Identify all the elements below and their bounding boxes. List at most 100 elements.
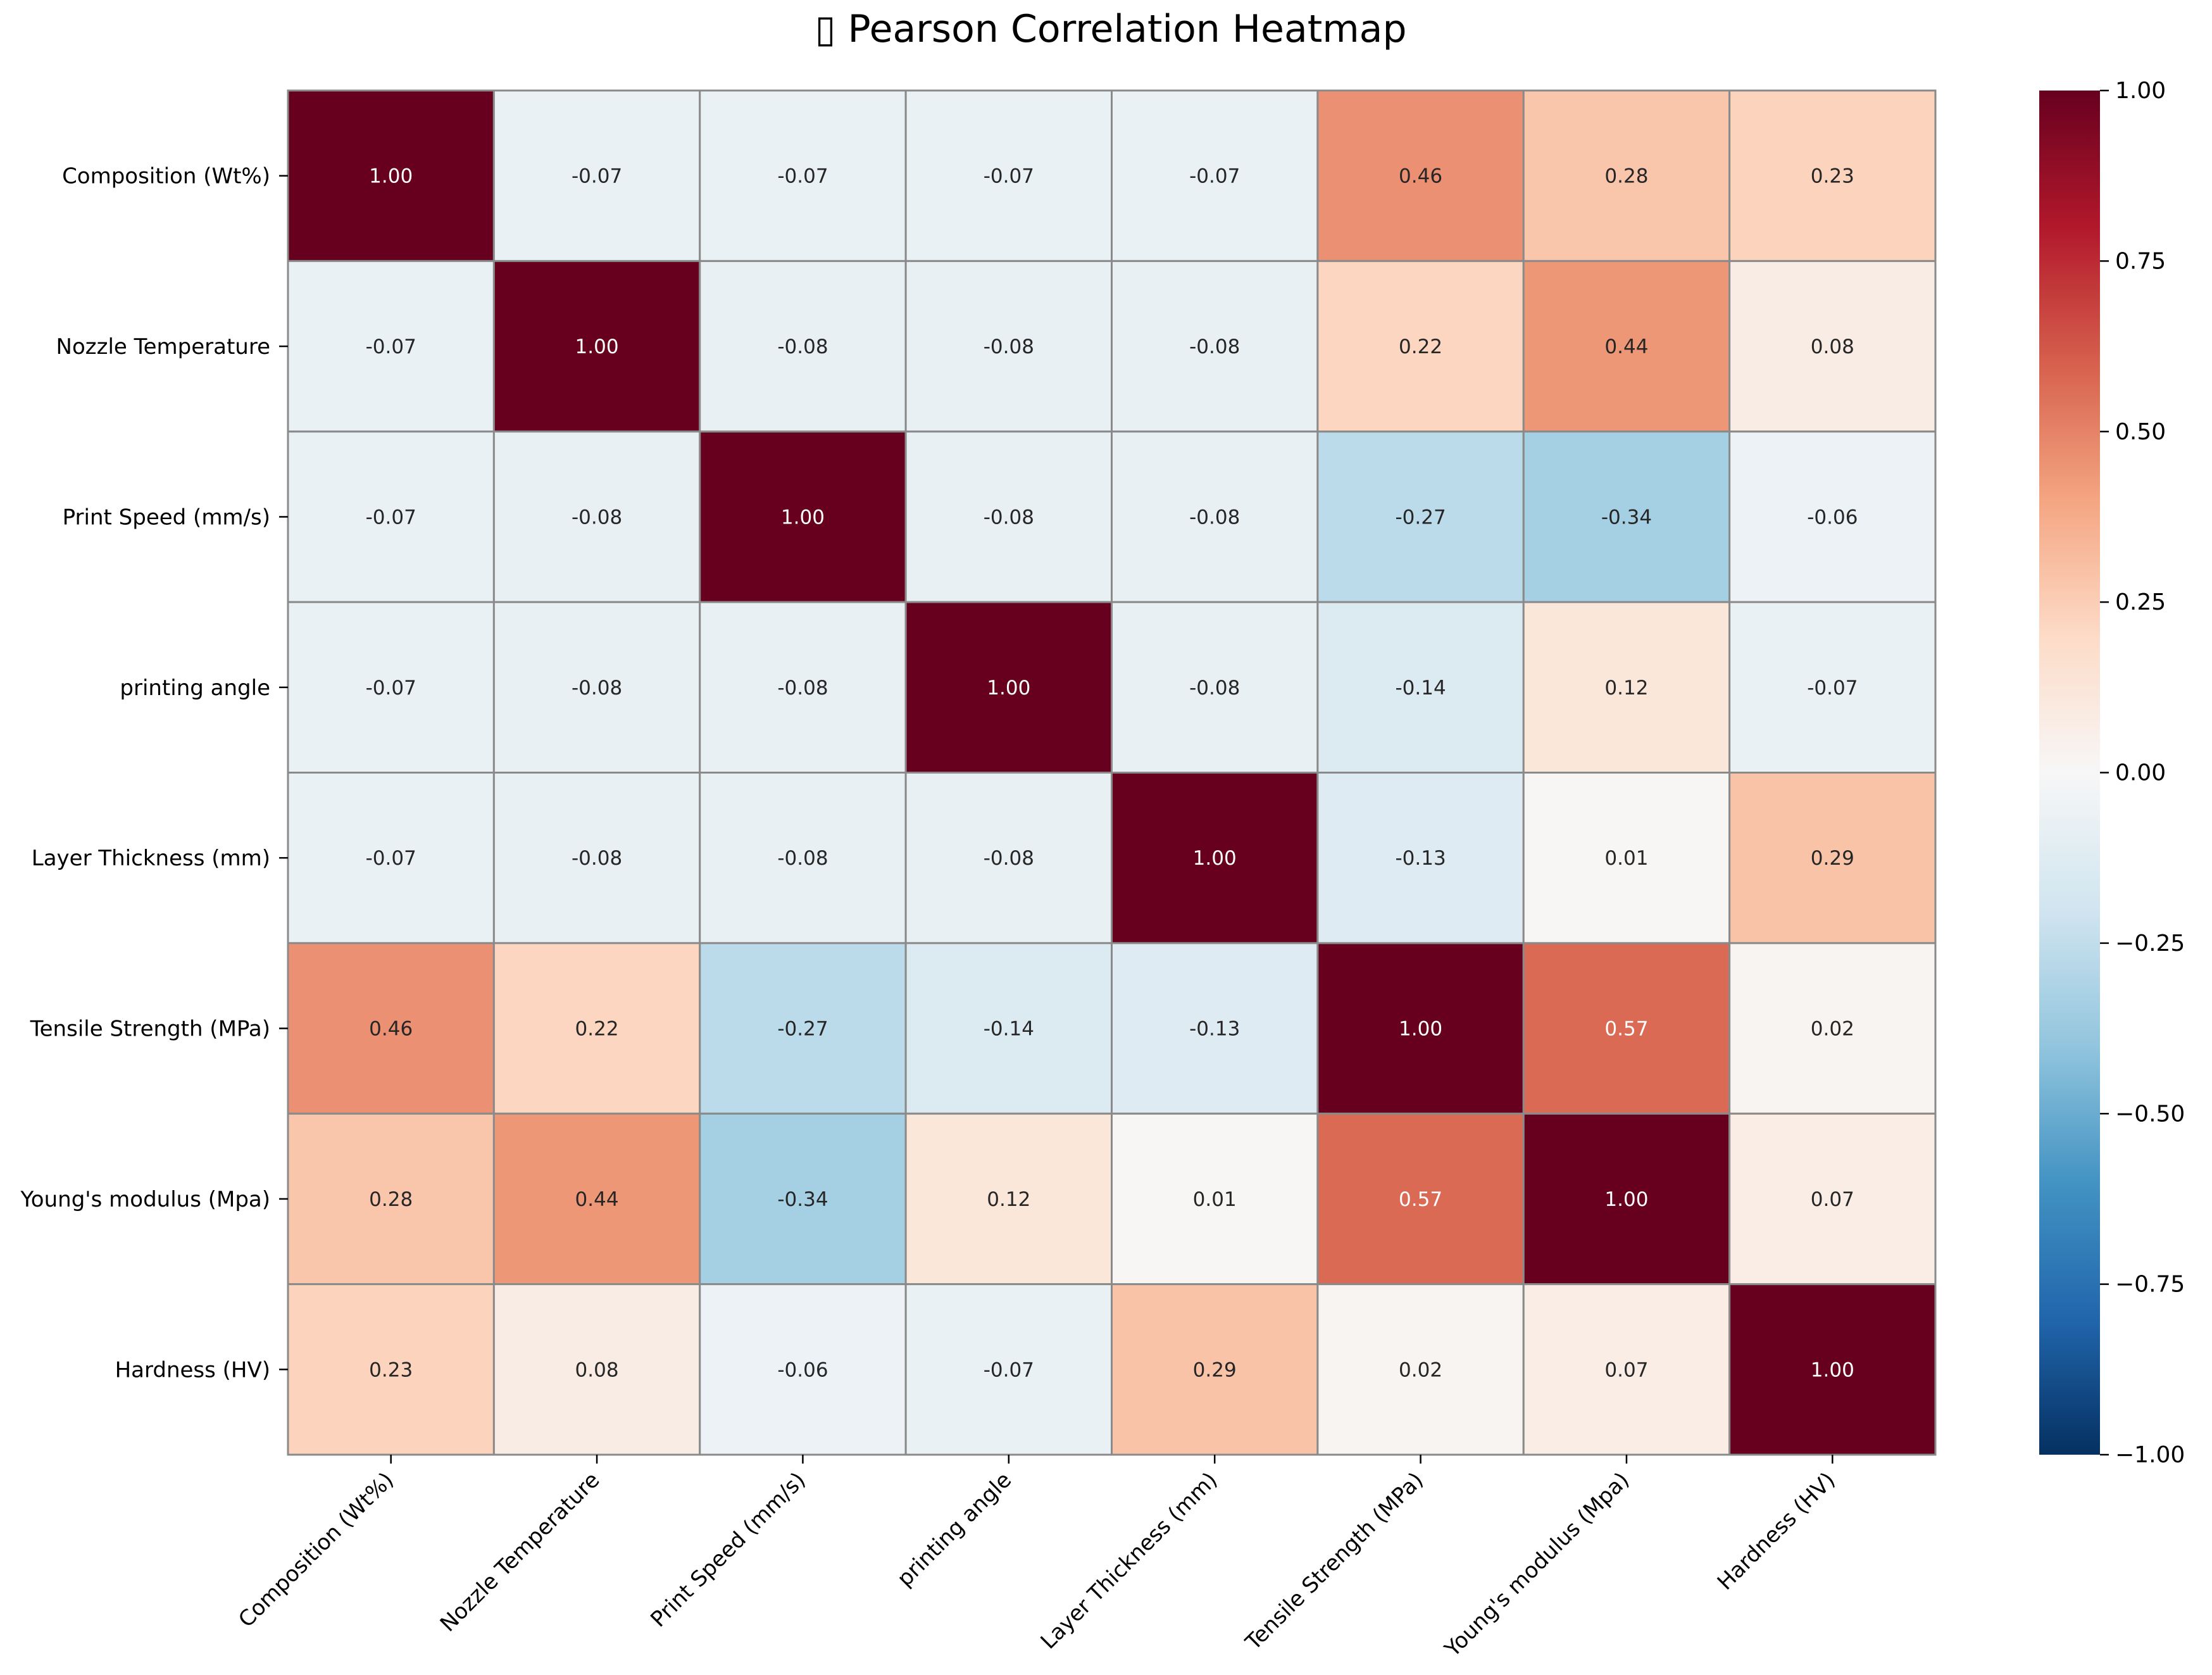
cell-value-label: -0.06 — [1807, 506, 1858, 529]
heatmap-cell-r4-c5 — [1316, 772, 1525, 944]
cell-value-label: -0.34 — [777, 1188, 828, 1211]
cell-value-label: 1.00 — [987, 677, 1030, 699]
heatmap-cell-r7-c2 — [699, 1283, 907, 1456]
cell-value-label: -0.08 — [984, 506, 1034, 529]
heatmap-cell-r4-c4 — [1111, 772, 1319, 944]
cell-value-label: 0.07 — [1811, 1188, 1854, 1211]
cell-value-label: -0.07 — [366, 847, 416, 870]
cell-value-label: 0.12 — [987, 1188, 1030, 1211]
cell-value-label: -0.07 — [366, 506, 416, 529]
chart-title: ▯ Pearson Correlation Heatmap — [815, 7, 1406, 51]
heatmap-cell-r3-c4 — [1111, 601, 1319, 774]
cell-value-label: 0.02 — [1399, 1358, 1442, 1381]
heatmap-cell-r7-c4 — [1111, 1283, 1319, 1456]
heatmap-cell-r2-c5 — [1316, 430, 1525, 603]
cell-value-label: 0.44 — [575, 1188, 619, 1211]
cell-value-label: 0.02 — [1811, 1018, 1854, 1041]
cell-value-label: -0.27 — [777, 1018, 828, 1041]
cell-value-label: 1.00 — [781, 506, 825, 529]
heatmap-cell-r3-c6 — [1522, 601, 1731, 774]
colorbar: 1.00 0.75 0.50 0.25 0.00 −0.25 −0.50 −0.75 −1.00 — [2039, 78, 2185, 1468]
cell-value-label: 0.29 — [1193, 1358, 1237, 1381]
colorbar-tick-label: 0.50 — [2115, 419, 2166, 445]
heatmap-cell-r2-c2 — [699, 430, 907, 603]
cell-value-label: -0.07 — [366, 677, 416, 699]
heatmap-cell-r7-c7 — [1728, 1283, 1937, 1456]
cell-value-label: 1.00 — [1811, 1358, 1854, 1381]
heatmap-cell-r6-c2 — [699, 1112, 907, 1286]
heatmap-cell-r3-c0 — [287, 601, 495, 774]
cell-value-label: 1.00 — [369, 165, 413, 188]
cell-value-label: 0.01 — [1193, 1188, 1237, 1211]
heatmap-cell-r6-c6 — [1522, 1112, 1731, 1286]
heatmap-cell-r1-c1 — [492, 260, 701, 433]
colorbar-tick-label: −0.25 — [2115, 931, 2185, 957]
heatmap-cell-r0-c2 — [699, 89, 907, 262]
heatmap-cell-r5-c2 — [699, 942, 907, 1115]
heatmap-cell-r3-c3 — [904, 601, 1113, 774]
colorbar-tick-label: 0.00 — [2115, 760, 2166, 786]
cell-value-label: 0.44 — [1604, 336, 1648, 358]
cell-value-label: 0.28 — [369, 1188, 413, 1211]
cell-value-label: -0.08 — [777, 677, 828, 699]
heatmap-cell-r0-c1 — [492, 89, 701, 262]
cell-value-label: 0.57 — [1399, 1188, 1442, 1211]
y-axis: Composition (Wt%) Nozzle Temperature Print… — [20, 164, 288, 1383]
cell-value-label: -0.08 — [572, 677, 622, 699]
cell-value-label: 0.22 — [1399, 336, 1442, 358]
colorbar-tick-label: 1.00 — [2115, 78, 2166, 104]
colorbar-tick-label: 0.25 — [2115, 589, 2166, 615]
cell-value-label: -0.07 — [777, 165, 828, 188]
cell-value-label: -0.08 — [1189, 336, 1240, 358]
heatmap-cell-r5-c1 — [492, 942, 701, 1115]
x-tick-label-tensile-strength-mpa: Tensile Strength (MPa) — [1240, 1467, 1428, 1655]
heatmap-cell-r4-c7 — [1728, 772, 1937, 944]
heatmap-cells — [287, 89, 1937, 1456]
cell-value-label: -0.08 — [777, 847, 828, 870]
cell-value-label: 0.08 — [575, 1358, 619, 1381]
y-tick-label-composition-wt: Composition (Wt%) — [62, 164, 270, 189]
heatmap-cell-r2-c1 — [492, 430, 701, 603]
y-tick-label-print-speed-mm-s: Print Speed (mm/s) — [63, 505, 270, 530]
heatmap-cell-r2-c7 — [1728, 430, 1937, 603]
cell-value-label: 1.00 — [575, 336, 619, 358]
y-tick-label-printing-angle: printing angle — [120, 675, 270, 701]
heatmap-cell-r0-c5 — [1316, 89, 1525, 262]
cell-value-label: 0.12 — [1604, 677, 1648, 699]
cell-value-label: -0.08 — [777, 336, 828, 358]
x-tick-label-hardness-hv: Hardness (HV) — [1713, 1467, 1840, 1595]
heatmap-cell-labels: 1.00 -0.07 -0.07 -0.07 -0.07 0.46 0.28 0.23 -0.0… — [366, 165, 1858, 1382]
cell-value-label: -0.07 — [984, 1358, 1034, 1381]
cell-value-label: -0.13 — [1189, 1018, 1240, 1041]
heatmap-cell-r0-c3 — [904, 89, 1113, 262]
heatmap-cell-r5-c7 — [1728, 942, 1937, 1115]
cell-value-label: 0.57 — [1604, 1018, 1648, 1041]
heatmap-cell-r6-c5 — [1316, 1112, 1525, 1286]
cell-value-label: 0.46 — [1399, 165, 1442, 188]
cell-value-label: -0.34 — [1601, 506, 1652, 529]
x-tick-label-composition-wt: Composition (Wt%) — [234, 1467, 399, 1633]
cell-value-label: -0.07 — [1807, 677, 1858, 699]
heatmap-cell-r0-c7 — [1728, 89, 1937, 262]
x-axis: Composition (Wt%) Nozzle Temperature Print… — [234, 1455, 1840, 1662]
cell-value-label: 0.46 — [369, 1018, 413, 1041]
heatmap-cell-r0-c4 — [1111, 89, 1319, 262]
heatmap-cell-r1-c7 — [1728, 260, 1937, 433]
heatmap-cell-r2-c0 — [287, 430, 495, 603]
heatmap-cell-r3-c2 — [699, 601, 907, 774]
heatmap-cell-r4-c2 — [699, 772, 907, 944]
heatmap-cell-r1-c5 — [1316, 260, 1525, 433]
y-tick-label-hardness-hv: Hardness (HV) — [115, 1357, 270, 1383]
cell-value-label: 1.00 — [1193, 847, 1237, 870]
cell-value-label: 0.23 — [369, 1358, 413, 1381]
y-tick-label-young-s-modulus-mpa: Young's modulus (Mpa) — [20, 1187, 270, 1212]
cell-value-label: -0.07 — [984, 165, 1034, 188]
cell-value-label: 1.00 — [1399, 1018, 1442, 1041]
colorbar-tick-label: −0.75 — [2115, 1272, 2185, 1298]
x-tick-label-layer-thickness-mm: Layer Thickness (mm) — [1036, 1467, 1223, 1654]
cell-value-label: -0.08 — [572, 506, 622, 529]
heatmap-cell-r1-c6 — [1522, 260, 1731, 433]
cell-value-label: -0.07 — [572, 165, 622, 188]
